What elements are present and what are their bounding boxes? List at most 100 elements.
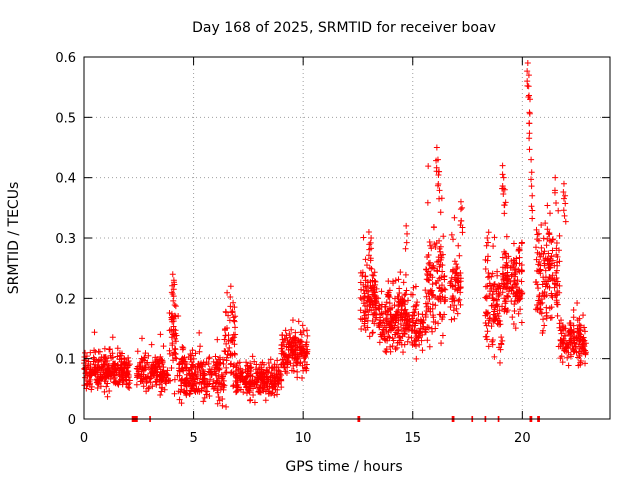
data-point [357, 294, 364, 301]
data-point [237, 365, 244, 372]
data-point [221, 347, 228, 354]
data-point [200, 368, 207, 375]
data-point [365, 228, 372, 235]
data-point [186, 391, 193, 398]
data-point [194, 368, 201, 375]
y-tick-label: 0.6 [55, 51, 76, 66]
data-point [179, 365, 186, 372]
data-point [187, 387, 194, 394]
data-point [455, 242, 462, 249]
data-point [404, 322, 411, 329]
data-point [251, 381, 258, 388]
x-tick-label: 10 [295, 431, 312, 446]
data-point [441, 311, 448, 318]
data-point [299, 322, 306, 329]
data-point [206, 366, 213, 373]
data-point [243, 384, 250, 391]
data-point [518, 268, 525, 275]
data-point [135, 368, 142, 375]
data-point [227, 294, 234, 301]
data-point [577, 358, 584, 365]
data-point [545, 230, 552, 237]
data-point [215, 356, 222, 363]
data-point [282, 327, 289, 334]
data-point [547, 210, 554, 217]
data-point [425, 260, 432, 267]
data-point [492, 286, 499, 293]
data-point [499, 289, 506, 296]
data-point [300, 327, 307, 334]
data-point [562, 200, 569, 207]
data-point [437, 288, 444, 295]
data-point [111, 374, 118, 381]
data-point [564, 354, 571, 361]
data-point [546, 305, 553, 312]
data-point [490, 297, 497, 304]
data-point [524, 68, 531, 75]
data-point [423, 293, 430, 300]
data-point [256, 385, 263, 392]
data-point [546, 284, 553, 291]
data-point [366, 294, 373, 301]
data-point [269, 389, 276, 396]
x-tick-label: 20 [514, 431, 531, 446]
data-point [87, 380, 94, 387]
data-point [262, 397, 269, 404]
data-point [560, 189, 567, 196]
data-point [106, 387, 113, 394]
data-point [106, 346, 113, 353]
data-point [505, 253, 512, 260]
data-point [428, 245, 435, 252]
data-point [170, 286, 177, 293]
data-point [436, 237, 443, 244]
data-point [439, 262, 446, 269]
data-point [279, 336, 286, 343]
data-point [537, 253, 544, 260]
data-point [553, 259, 560, 266]
data-point [222, 348, 229, 355]
data-point [540, 292, 547, 299]
data-point [438, 340, 445, 347]
data-point [380, 327, 387, 334]
data-point [292, 358, 299, 365]
data-point [180, 358, 187, 365]
data-point [397, 269, 404, 276]
data-point [499, 270, 506, 277]
data-point [400, 279, 407, 286]
data-point [110, 379, 117, 386]
data-point [433, 144, 440, 151]
data-point [508, 264, 515, 271]
data-point [116, 349, 123, 356]
data-point [457, 198, 464, 205]
data-point [214, 387, 221, 394]
data-point [376, 306, 383, 313]
data-point [436, 168, 443, 175]
data-point [503, 272, 510, 279]
data-point [247, 396, 254, 403]
data-point [274, 357, 281, 364]
data-point [385, 278, 392, 285]
data-point [93, 357, 100, 364]
data-point [514, 292, 521, 299]
data-point [231, 304, 238, 311]
data-point [457, 285, 464, 292]
data-point [125, 381, 132, 388]
data-point [483, 309, 490, 316]
data-point [290, 362, 297, 369]
data-point [187, 390, 194, 397]
data-point [450, 266, 457, 273]
data-point [541, 322, 548, 329]
data-point [508, 272, 515, 279]
data-point [432, 243, 439, 250]
data-point [426, 296, 433, 303]
data-point [149, 383, 156, 390]
data-point [140, 383, 147, 390]
data-point [512, 259, 519, 266]
data-point [214, 383, 221, 390]
data-point [261, 378, 268, 385]
data-point [246, 389, 253, 396]
data-point [558, 353, 565, 360]
data-point [297, 360, 304, 367]
data-point [362, 302, 369, 309]
data-point [442, 294, 449, 301]
